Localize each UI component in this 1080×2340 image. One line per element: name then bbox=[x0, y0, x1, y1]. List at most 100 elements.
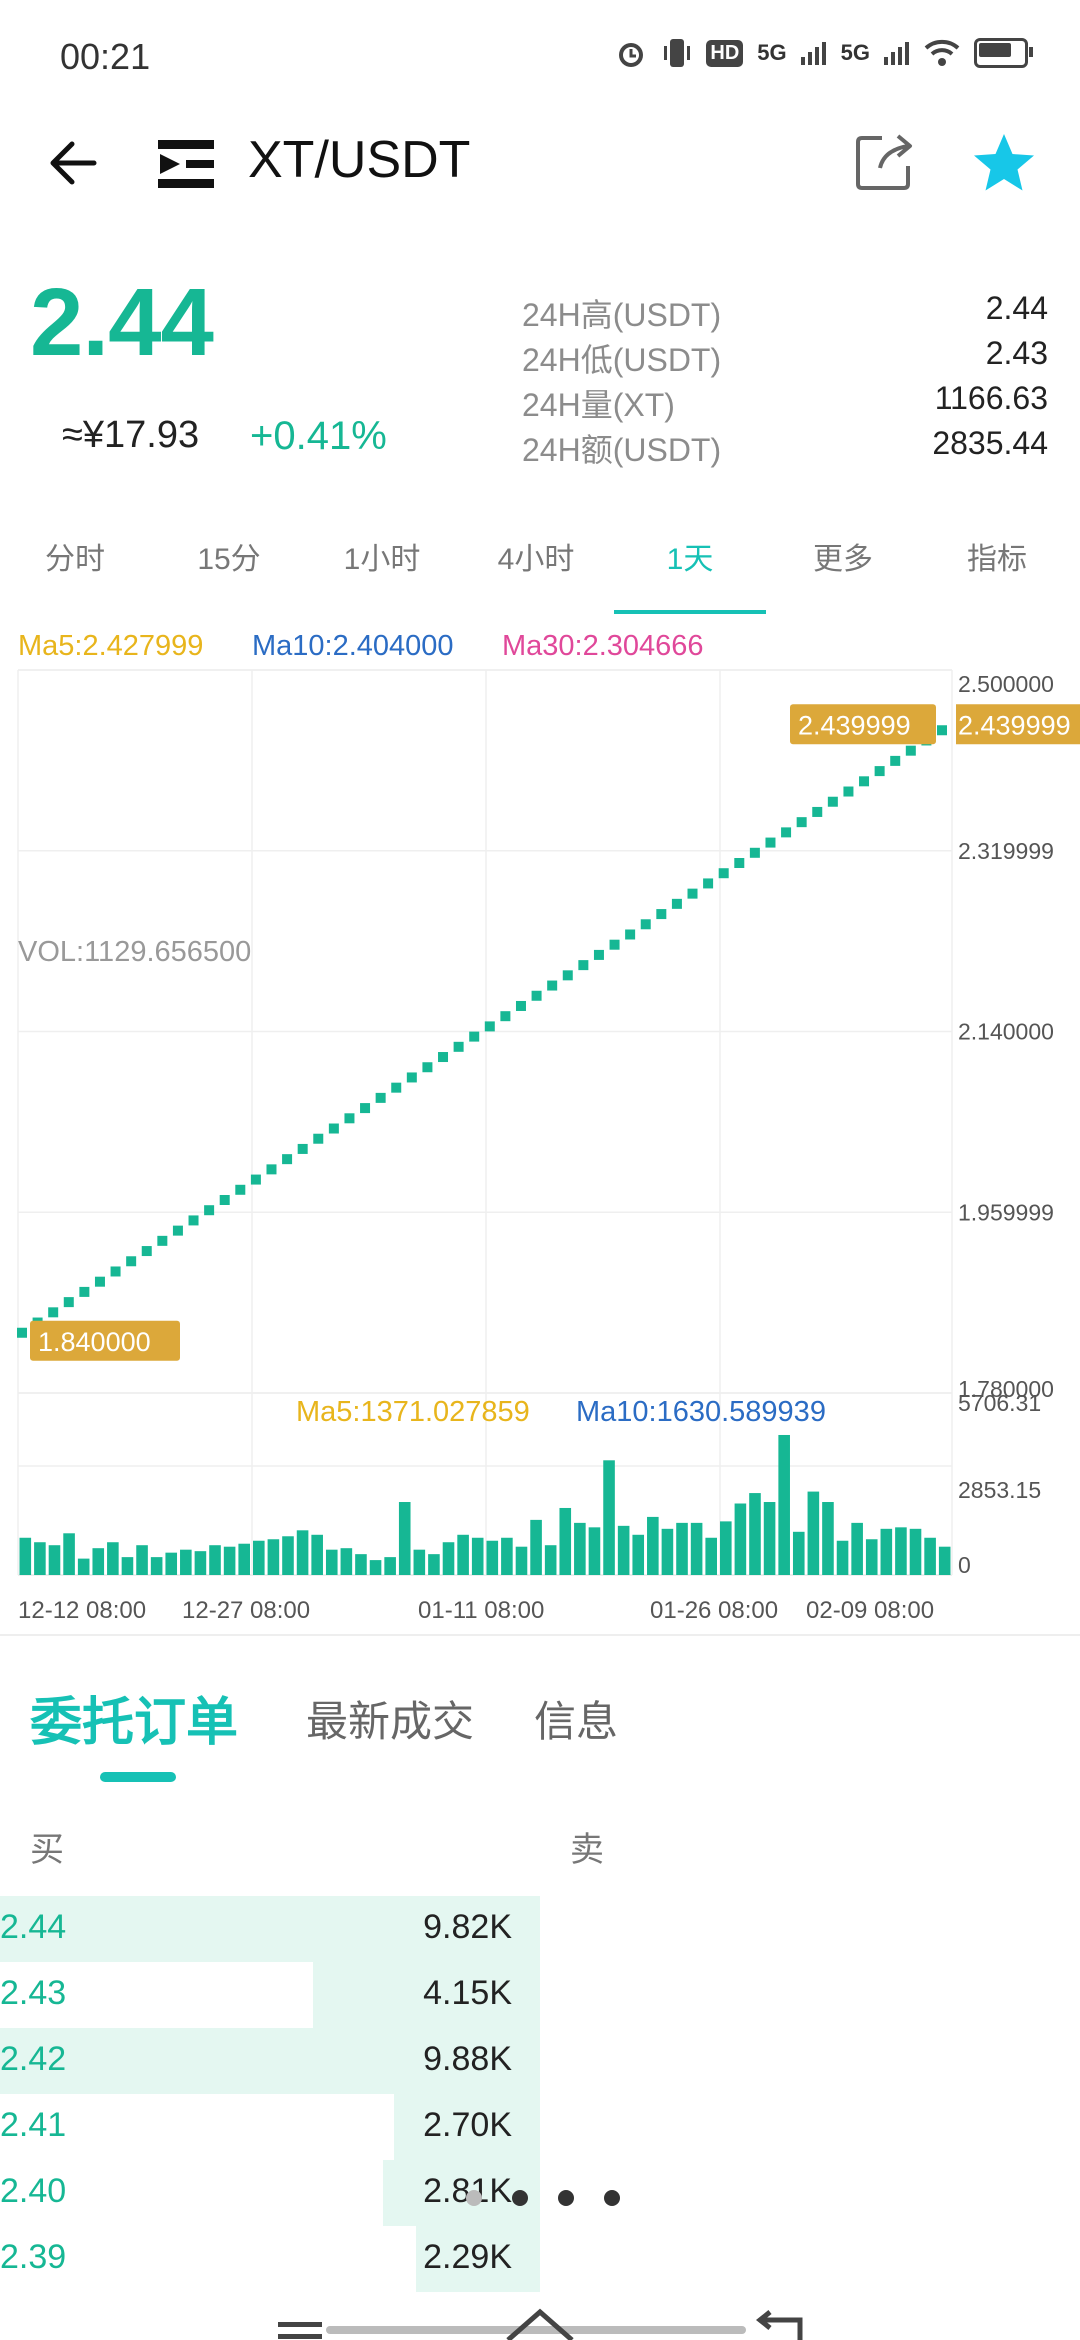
volume-bar bbox=[924, 1537, 936, 1575]
stat-amount-label: 24H额(USDT) bbox=[522, 432, 722, 468]
candle bbox=[859, 776, 870, 787]
volume-bar bbox=[632, 1534, 645, 1575]
bid-row[interactable]: 2.40 2.81K bbox=[0, 2160, 540, 2226]
volume-bar bbox=[194, 1551, 207, 1575]
candle bbox=[765, 837, 776, 848]
volume-bar bbox=[209, 1545, 221, 1575]
signal-bars-icon-2 bbox=[884, 42, 909, 65]
first-price-label-text: 1.840000 bbox=[38, 1327, 151, 1357]
home-indicator[interactable] bbox=[326, 2326, 746, 2334]
volume-bar bbox=[763, 1502, 776, 1575]
volume-bar bbox=[749, 1493, 761, 1575]
alarm-icon bbox=[619, 43, 644, 67]
pair-title[interactable]: XT/USDT bbox=[248, 131, 471, 189]
volume-bar bbox=[325, 1549, 338, 1575]
volume-bars bbox=[19, 1434, 951, 1575]
tab-info[interactable]: 信息 bbox=[534, 1698, 619, 1745]
system-nav-bar[interactable] bbox=[0, 2300, 1080, 2340]
volume-bar bbox=[107, 1542, 119, 1575]
volume-bar bbox=[282, 1536, 294, 1575]
tab-orders[interactable]: 委托订单 bbox=[30, 1694, 239, 1752]
more-options-icon[interactable] bbox=[466, 2190, 620, 2206]
volume-bar bbox=[355, 1554, 367, 1575]
price-tick: 2.319999 bbox=[958, 838, 1054, 864]
candle bbox=[266, 1164, 277, 1175]
bid-row[interactable]: 2.39 2.29K bbox=[0, 2226, 540, 2292]
star-icon[interactable] bbox=[970, 130, 1038, 198]
vibrate-icon bbox=[664, 39, 691, 67]
candle bbox=[406, 1072, 417, 1083]
volume-axis: 5706.31 2853.15 0 bbox=[958, 1390, 1041, 1578]
candle bbox=[578, 960, 589, 971]
stat-low-value: 2.43 bbox=[985, 335, 1048, 371]
candle bbox=[360, 1103, 371, 1114]
time-axis: 12-12 08:00 12-27 08:00 01-11 08:00 01-2… bbox=[18, 1597, 934, 1624]
bid-row[interactable]: 2.42 9.88K bbox=[0, 2028, 540, 2094]
back-arrow-icon[interactable] bbox=[40, 128, 110, 198]
volume-bar bbox=[150, 1557, 163, 1575]
stat-low-label: 24H低(USDT) bbox=[522, 342, 722, 378]
volume-bar bbox=[559, 1507, 572, 1575]
tab-indicators[interactable]: 指标 bbox=[967, 543, 1027, 576]
bid-row[interactable]: 2.43 4.15K bbox=[0, 1962, 540, 2028]
volume-tick: 5706.31 bbox=[958, 1390, 1041, 1416]
candle bbox=[656, 909, 667, 920]
last-price-label: 2.439999 2.439999 bbox=[790, 704, 1080, 745]
volume-bar bbox=[486, 1540, 499, 1575]
candle bbox=[827, 796, 838, 807]
ma30-readout: Ma30:2.304666 bbox=[502, 630, 704, 662]
share-icon[interactable] bbox=[854, 130, 916, 192]
candle bbox=[250, 1174, 261, 1185]
candle bbox=[94, 1276, 105, 1287]
volume-bar bbox=[647, 1516, 659, 1575]
buy-header: 买 bbox=[30, 1831, 64, 1869]
candle bbox=[438, 1052, 449, 1063]
price-tick: 1.780000 bbox=[958, 1376, 1054, 1402]
battery-icon bbox=[974, 38, 1033, 68]
bid-price: 2.40 bbox=[0, 2172, 67, 2210]
tab-period-time[interactable]: 分时 bbox=[45, 543, 105, 576]
bid-row[interactable]: 2.44 9.82K bbox=[0, 1896, 540, 1962]
tab-period-1h[interactable]: 1小时 bbox=[343, 543, 421, 576]
volume-bar bbox=[603, 1460, 615, 1575]
bid-qty: 9.82K bbox=[423, 1908, 512, 1946]
bid-depth-bar bbox=[313, 1962, 540, 2028]
volume-bar bbox=[938, 1546, 951, 1575]
candle bbox=[905, 745, 916, 756]
kline-chart[interactable]: 2.500000 2.319999 2.140000 1.959999 1.78… bbox=[0, 660, 1080, 1630]
volume-bar bbox=[895, 1527, 907, 1575]
stat-high-value: 2.44 bbox=[985, 290, 1048, 326]
volume-bar bbox=[851, 1522, 863, 1575]
tab-period-4h[interactable]: 4小时 bbox=[497, 543, 575, 576]
volume-bar bbox=[369, 1560, 382, 1575]
candle bbox=[843, 786, 854, 797]
candle bbox=[63, 1297, 74, 1308]
candle bbox=[484, 1021, 495, 1032]
volume-bar bbox=[909, 1528, 922, 1575]
volume-bar bbox=[471, 1537, 484, 1575]
volume-bar bbox=[63, 1533, 75, 1575]
home-nav-icon[interactable] bbox=[506, 2308, 574, 2340]
price-tick: 2.500000 bbox=[958, 671, 1054, 697]
candle bbox=[547, 980, 558, 991]
bid-row[interactable]: 2.41 2.70K bbox=[0, 2094, 540, 2160]
menu-nav-icon[interactable] bbox=[278, 2322, 322, 2339]
time-tick: 12-27 08:00 bbox=[182, 1597, 310, 1624]
tab-period-1d[interactable]: 1天 bbox=[666, 543, 714, 576]
candle bbox=[235, 1184, 246, 1195]
volume-bar bbox=[544, 1545, 557, 1575]
volume-bar bbox=[617, 1525, 630, 1575]
candle bbox=[531, 990, 542, 1001]
volume-bar bbox=[530, 1519, 542, 1575]
tab-period-more[interactable]: 更多 bbox=[813, 543, 873, 576]
time-tick: 12-12 08:00 bbox=[18, 1597, 146, 1624]
candle bbox=[781, 827, 792, 838]
tab-latest-trades[interactable]: 最新成交 bbox=[306, 1698, 475, 1745]
candle bbox=[515, 1000, 526, 1011]
section-divider bbox=[0, 1634, 1080, 1636]
stat-volume-label: 24H量(XT) bbox=[522, 387, 675, 423]
last-price-axis-label: 2.439999 bbox=[958, 710, 1071, 740]
back-nav-icon[interactable] bbox=[755, 2310, 803, 2340]
tab-period-15m[interactable]: 15分 bbox=[197, 543, 261, 576]
candle bbox=[17, 1327, 27, 1338]
